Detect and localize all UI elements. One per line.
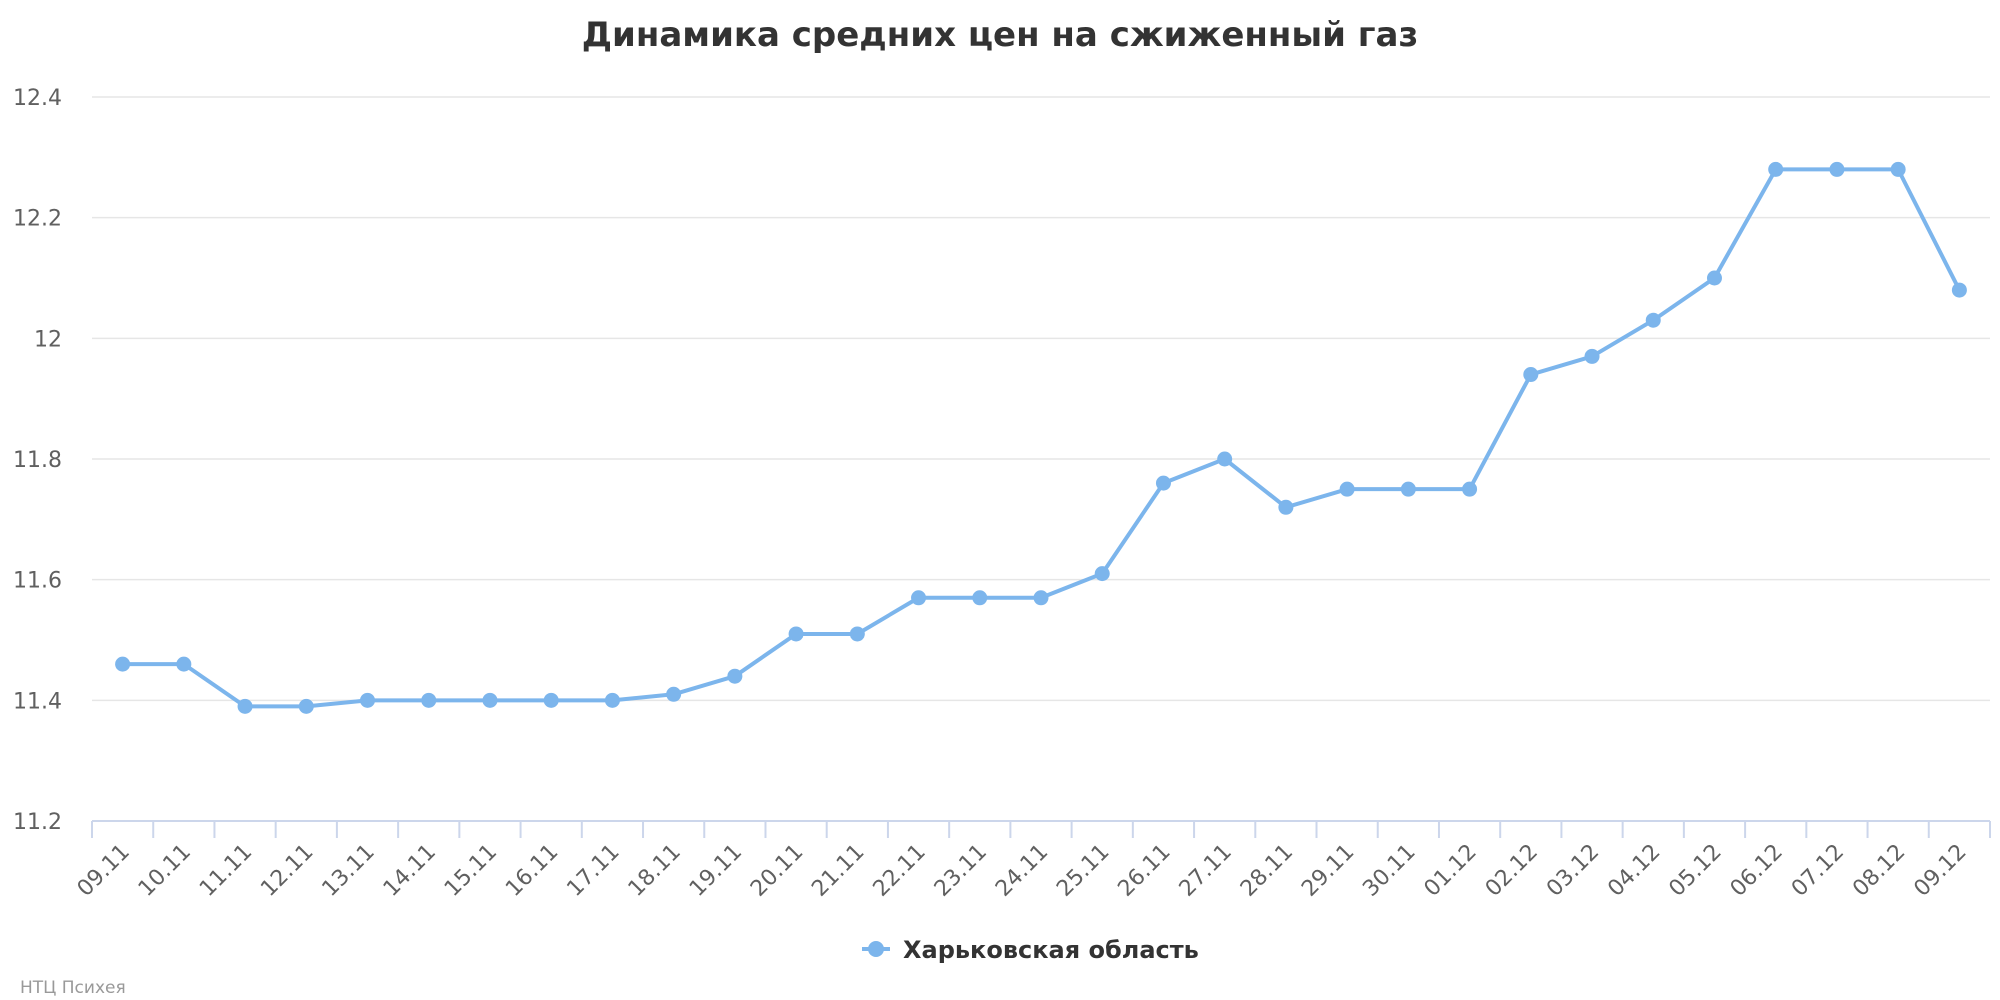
data-point[interactable]	[911, 590, 927, 606]
x-tick-label: 28.11	[1236, 840, 1298, 902]
data-point[interactable]	[298, 698, 314, 714]
grid-lines	[92, 96, 1990, 702]
data-point[interactable]	[1706, 270, 1722, 286]
x-tick-label: 22.11	[869, 840, 931, 902]
legend[interactable]: Харьковская область	[862, 936, 1199, 964]
x-tick-label: 29.11	[1297, 840, 1359, 902]
legend-marker-icon	[868, 941, 884, 957]
chart-title: Динамика средних цен на сжиженный газ	[582, 15, 1419, 55]
y-axis: 11.2 11.4 11.6 11.8 12 12.2 12.4	[13, 86, 62, 835]
data-point[interactable]	[1523, 367, 1539, 383]
x-tick-label: 13.11	[318, 840, 380, 902]
data-point[interactable]	[1155, 475, 1171, 491]
data-point[interactable]	[543, 692, 559, 708]
x-tick-label: 02.12	[1481, 840, 1543, 902]
x-tick-label: 10.11	[134, 840, 196, 902]
y-tick-label: 12.2	[13, 207, 62, 232]
x-tick-label: 09.11	[73, 840, 135, 902]
x-tick-label: 12.11	[256, 840, 318, 902]
x-tick-label: 11.11	[195, 840, 257, 902]
data-point[interactable]	[1645, 312, 1661, 328]
data-point[interactable]	[849, 626, 865, 642]
x-tick-label: 07.12	[1787, 840, 1849, 902]
data-point[interactable]	[1278, 499, 1294, 515]
data-point[interactable]	[1094, 566, 1110, 582]
data-point[interactable]	[1217, 451, 1233, 467]
data-point[interactable]	[788, 626, 804, 642]
data-point[interactable]	[115, 656, 131, 672]
x-tick-label: 08.12	[1848, 840, 1910, 902]
data-point[interactable]	[1400, 481, 1416, 497]
x-tick-label: 23.11	[930, 840, 992, 902]
x-tick-label: 17.11	[562, 840, 624, 902]
y-tick-label: 11.4	[13, 689, 62, 714]
x-tick-label: 01.12	[1420, 840, 1482, 902]
x-tick-label: 27.11	[1175, 840, 1237, 902]
x-tick-label: 24.11	[991, 840, 1053, 902]
data-point[interactable]	[666, 686, 682, 702]
x-axis: 09.11 10.11 11.11 12.11 13.11 14.11 15.11 16.11…	[73, 820, 1991, 902]
chart-credit[interactable]: НТЦ Психея	[20, 978, 126, 998]
series-line[interactable]	[120, 167, 1962, 709]
x-tick-label: 20.11	[746, 840, 808, 902]
data-point[interactable]	[360, 692, 376, 708]
data-point[interactable]	[1951, 282, 1967, 298]
x-tick-label: 09.12	[1909, 840, 1971, 902]
data-point[interactable]	[1829, 161, 1845, 177]
data-point[interactable]	[1339, 481, 1355, 497]
x-tick-label: 14.11	[379, 840, 441, 902]
data-point[interactable]	[604, 692, 620, 708]
y-tick-label: 12.4	[13, 86, 62, 111]
x-tick-label: 30.11	[1358, 840, 1420, 902]
data-point[interactable]	[176, 656, 192, 672]
y-tick-label: 11.2	[13, 810, 62, 835]
data-point[interactable]	[1768, 161, 1784, 177]
x-tick-label: 25.11	[1052, 840, 1114, 902]
x-tick-label: 19.11	[685, 840, 747, 902]
data-point[interactable]	[482, 692, 498, 708]
x-tick-label: 03.12	[1542, 840, 1604, 902]
x-tick-label: 16.11	[501, 840, 563, 902]
data-point[interactable]	[421, 692, 437, 708]
data-point[interactable]	[237, 698, 253, 714]
y-tick-label: 11.8	[13, 448, 62, 473]
x-tick-label: 18.11	[624, 840, 686, 902]
x-tick-label: 05.12	[1665, 840, 1727, 902]
legend-label[interactable]: Харьковская область	[903, 936, 1199, 964]
x-tick-label: 21.11	[807, 840, 869, 902]
x-tick-label: 15.11	[440, 840, 502, 902]
x-tick-label: 04.12	[1603, 840, 1665, 902]
data-point[interactable]	[1584, 348, 1600, 364]
data-point[interactable]	[1462, 481, 1478, 497]
data-point[interactable]	[1033, 590, 1049, 606]
x-tick-label: 26.11	[1113, 840, 1175, 902]
y-tick-label: 12	[34, 327, 62, 352]
data-point[interactable]	[727, 668, 743, 684]
data-point[interactable]	[972, 590, 988, 606]
data-point[interactable]	[1890, 161, 1906, 177]
y-tick-label: 11.6	[13, 569, 62, 594]
series-layer	[115, 161, 1967, 714]
x-tick-label: 06.12	[1726, 840, 1788, 902]
